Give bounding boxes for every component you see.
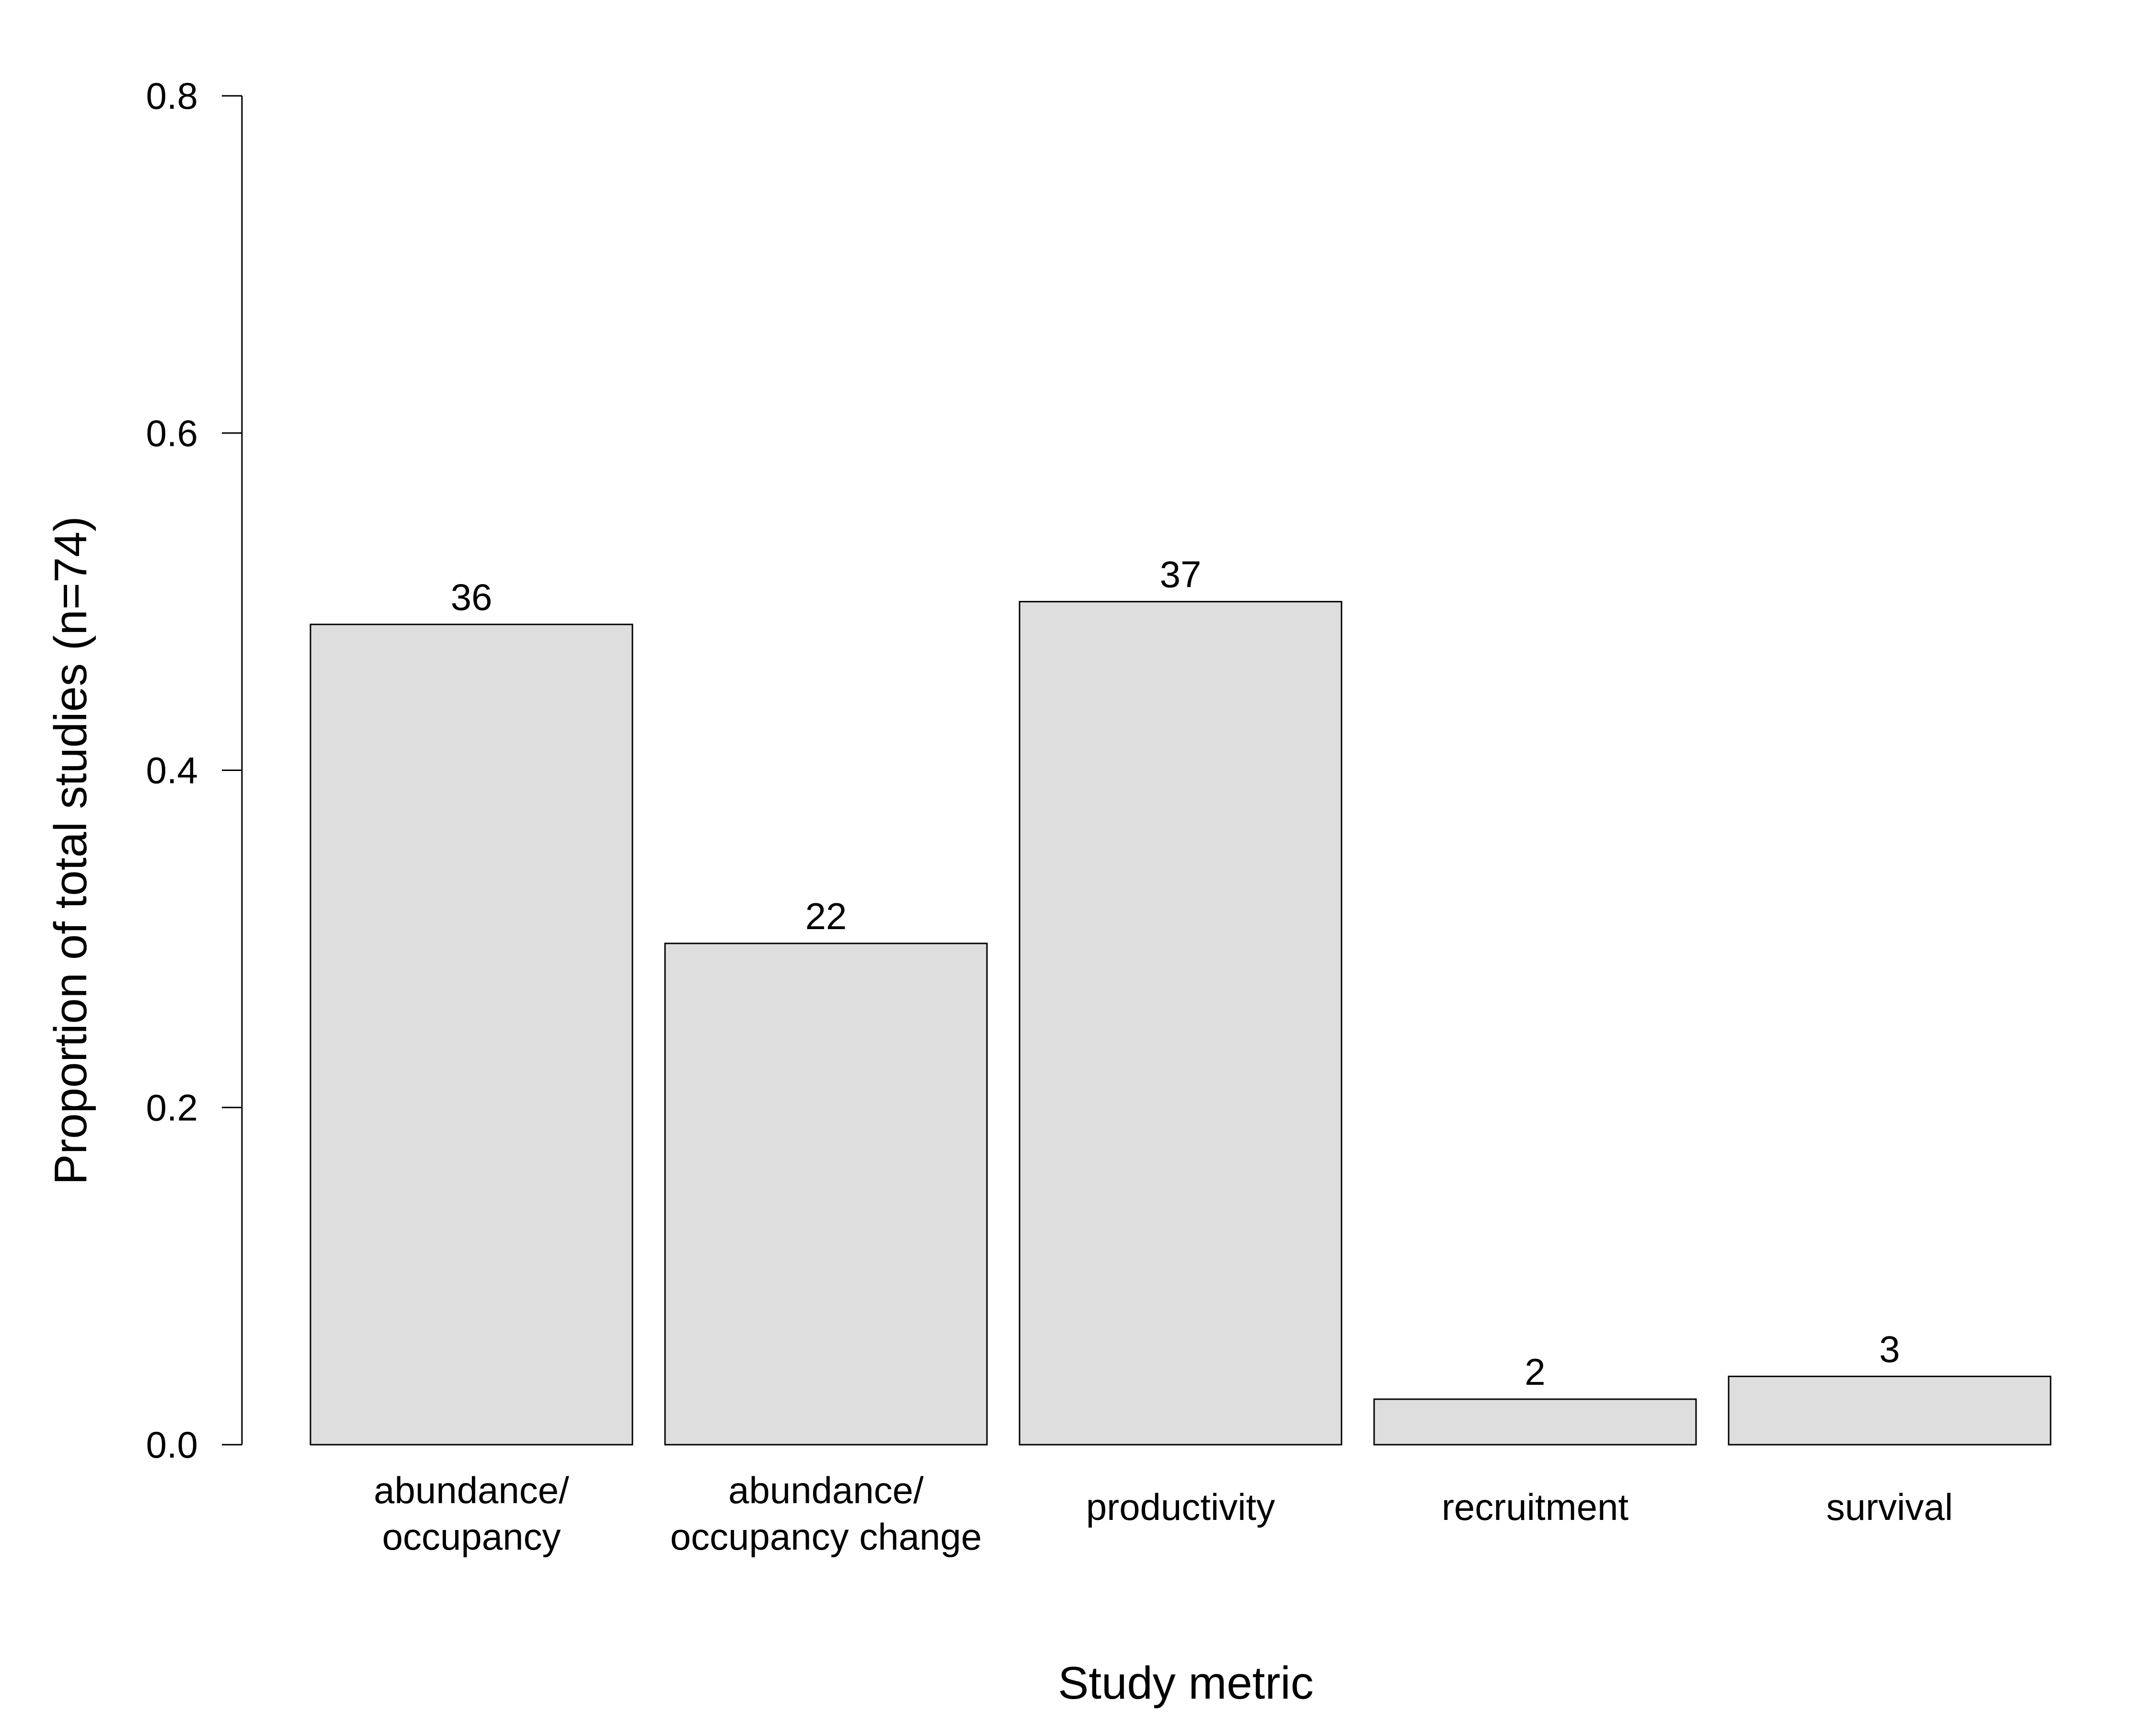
bar-value-label: 2 [1525,1351,1545,1393]
category-label: abundance/ [728,1469,924,1511]
bar [1019,601,1342,1446]
y-tick-label: 0.4 [146,749,198,792]
bars [310,601,2052,1446]
y-tick-label: 0.0 [146,1424,198,1466]
bar-value-label: 37 [1160,553,1202,596]
bar-value-label: 22 [805,895,847,937]
bar [1373,1398,1697,1446]
y-axis: 0.0 0.2 0.4 0.6 0.8 [146,75,243,1466]
bar-value-labels: 36 22 37 2 3 [451,553,1900,1393]
bar-value-label: 36 [451,576,493,618]
y-axis-title: Proportion of total studies (n=74) [45,516,96,1184]
bar-value-label: 3 [1879,1328,1900,1370]
y-tick-label: 0.6 [146,412,198,454]
bar [310,623,633,1446]
y-tick-label: 0.2 [146,1086,198,1128]
category-label: recruitment [1442,1486,1628,1528]
category-label: survival [1826,1486,1953,1528]
category-labels: abundance/occupancy abundance/occupancy c… [374,1469,1953,1558]
category-label: abundance/ [374,1469,569,1511]
y-tick-label: 0.8 [146,75,198,117]
category-label: occupancy [382,1516,561,1558]
bar [664,943,988,1446]
bar [1728,1375,2052,1446]
category-label: occupancy change [670,1516,982,1558]
x-axis-title: Study metric [1058,1657,1313,1709]
category-label: productivity [1086,1486,1275,1528]
